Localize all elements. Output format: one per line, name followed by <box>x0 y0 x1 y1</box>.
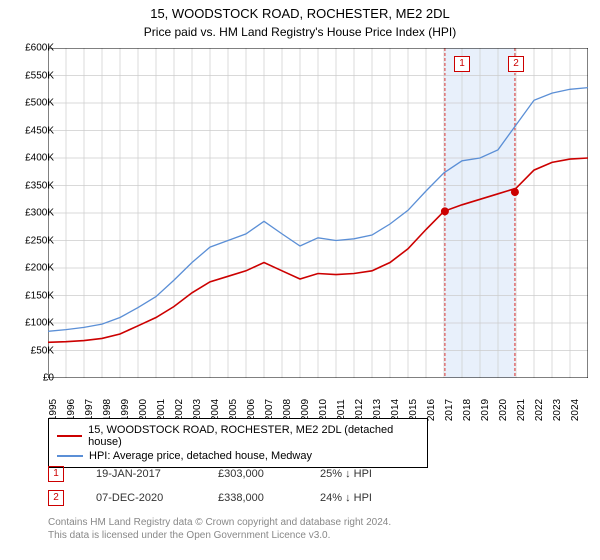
y-tick-label: £100K <box>25 318 54 329</box>
sales-table: 1 19-JAN-2017 £303,000 25% ↓ HPI 2 07-DE… <box>48 462 372 510</box>
chart-subtitle: Price paid vs. HM Land Registry's House … <box>0 23 600 39</box>
x-tick-label: 2022 <box>534 399 545 421</box>
y-tick-label: £500K <box>25 98 54 109</box>
sale-change: 24% ↓ HPI <box>320 492 372 504</box>
y-tick-label: £350K <box>25 180 54 191</box>
legend-label: HPI: Average price, detached house, Medw… <box>89 450 312 462</box>
footnote-line: This data is licensed under the Open Gov… <box>48 530 330 541</box>
sale-marker-icon: 1 <box>48 466 64 482</box>
sale-price: £303,000 <box>218 468 288 480</box>
y-tick-label: £200K <box>25 263 54 274</box>
legend-swatch <box>57 455 83 457</box>
marker-callout: 2 <box>508 56 524 72</box>
sale-change: 25% ↓ HPI <box>320 468 372 480</box>
footnote: Contains HM Land Registry data © Crown c… <box>48 516 391 542</box>
y-tick-label: £300K <box>25 208 54 219</box>
footnote-line: Contains HM Land Registry data © Crown c… <box>48 517 391 528</box>
x-tick-label: 2019 <box>480 399 491 421</box>
legend-swatch <box>57 435 82 437</box>
y-tick-label: £150K <box>25 290 54 301</box>
y-tick-label: £50K <box>31 345 54 356</box>
chart-container: 15, WOODSTOCK ROAD, ROCHESTER, ME2 2DL P… <box>0 0 600 560</box>
x-tick-label: 2023 <box>552 399 563 421</box>
sale-date: 07-DEC-2020 <box>96 492 186 504</box>
sale-marker-icon: 2 <box>48 490 64 506</box>
chart-title: 15, WOODSTOCK ROAD, ROCHESTER, ME2 2DL <box>0 0 600 23</box>
legend-label: 15, WOODSTOCK ROAD, ROCHESTER, ME2 2DL (… <box>88 424 419 448</box>
legend: 15, WOODSTOCK ROAD, ROCHESTER, ME2 2DL (… <box>48 418 428 468</box>
x-tick-label: 2017 <box>444 399 455 421</box>
x-tick-label: 2018 <box>462 399 473 421</box>
chart-svg <box>48 48 588 378</box>
sale-row: 1 19-JAN-2017 £303,000 25% ↓ HPI <box>48 462 372 486</box>
y-tick-label: £550K <box>25 70 54 81</box>
x-tick-label: 2021 <box>516 399 527 421</box>
legend-item: 15, WOODSTOCK ROAD, ROCHESTER, ME2 2DL (… <box>57 423 419 449</box>
y-tick-label: £450K <box>25 125 54 136</box>
marker-callout: 1 <box>454 56 470 72</box>
y-tick-label: £400K <box>25 153 54 164</box>
x-tick-label: 2024 <box>570 399 581 421</box>
x-tick-label: 2020 <box>498 399 509 421</box>
sale-price: £338,000 <box>218 492 288 504</box>
y-tick-label: £0 <box>43 373 54 384</box>
y-tick-label: £250K <box>25 235 54 246</box>
chart-plot-area <box>48 48 588 378</box>
sale-row: 2 07-DEC-2020 £338,000 24% ↓ HPI <box>48 486 372 510</box>
sale-date: 19-JAN-2017 <box>96 468 186 480</box>
legend-item: HPI: Average price, detached house, Medw… <box>57 449 419 463</box>
y-tick-label: £600K <box>25 43 54 54</box>
